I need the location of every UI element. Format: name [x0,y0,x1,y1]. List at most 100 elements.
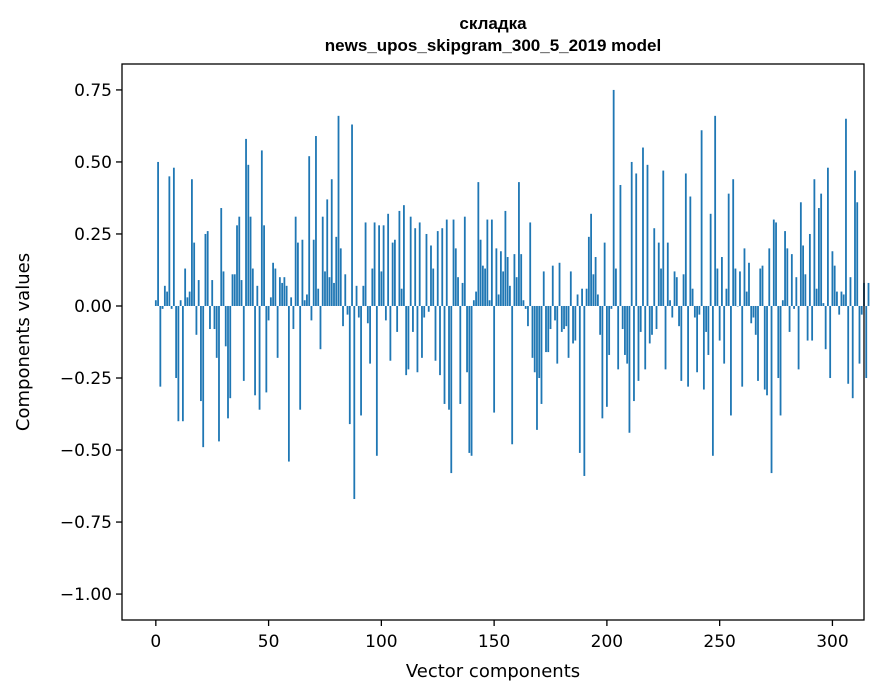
bar-268 [759,268,762,306]
bar-263 [748,262,750,306]
bar-81 [337,115,340,306]
bar-122 [430,245,432,306]
bar-308 [849,277,852,306]
bar-218 [646,164,649,306]
bar-115 [414,228,417,306]
bar-219 [648,305,651,344]
bar-105 [391,242,394,306]
bar-176 [551,265,554,306]
bar-16 [191,179,193,306]
bar-260 [741,305,744,387]
bar-205 [617,305,620,370]
bar-125 [436,231,439,306]
bar-266 [754,305,757,335]
bar-8 [172,167,175,306]
bar-178 [556,305,559,364]
bar-60 [290,297,293,306]
bar-6 [168,176,171,306]
y-axis-ticks: 0.75 0.50 0.25 0.00 −0.25 −0.50 −0.75 −1.00 [60,81,122,605]
bar-196 [596,294,599,306]
bar-193 [590,213,592,306]
bar-84 [344,274,347,306]
bar-79 [333,282,335,306]
bar-156 [506,257,509,306]
bar-14 [186,297,189,306]
bar-76 [326,199,329,306]
y-tick-label: 0.75 [74,81,112,101]
bar-163 [522,300,525,306]
bar-62 [294,216,297,306]
bar-70 [312,239,315,306]
bar-296 [822,303,825,306]
bar-261 [743,248,746,306]
bar-43 [251,268,254,306]
bar-49 [265,305,268,393]
bar-106 [393,239,396,306]
bar-136 [461,282,464,306]
bar-186 [574,305,577,341]
bar-21 [202,305,205,448]
bar-289 [806,305,809,341]
bar-188 [578,305,581,453]
bar-26 [213,305,216,330]
y-tick-label: 0.25 [74,225,112,245]
bar-262 [745,291,748,306]
bar-166 [529,222,532,306]
bar-72 [317,288,320,306]
bar-98 [375,305,378,456]
bar-179 [558,262,561,306]
bar-307 [847,305,850,384]
bar-119 [423,305,426,318]
bar-221 [653,228,656,306]
bar-310 [854,170,856,306]
bar-42 [249,216,252,306]
bar-48 [263,225,265,306]
y-tick-label: 0.00 [74,297,112,317]
bar-28 [218,305,220,442]
bar-228 [669,300,671,306]
plot-frame [121,63,865,621]
bar-273 [770,305,773,474]
bar-291 [811,305,814,341]
bar-271 [766,305,768,396]
x-tick-label: 250 [703,632,735,652]
bar-276 [777,305,780,379]
bar-191 [585,288,588,306]
bar-33 [229,305,232,399]
bar-112 [407,305,410,370]
bar-147 [486,219,489,306]
bar-27 [215,305,218,358]
bar-167 [531,305,534,358]
bar-187 [576,294,579,306]
bar-168 [533,305,536,373]
bar-315 [865,305,868,379]
bar-189 [581,288,583,306]
bar-54 [276,305,279,358]
bar-144 [479,239,482,306]
bar-159 [513,254,516,306]
bar-246 [709,213,712,306]
bar-204 [615,268,617,306]
bar-11 [179,300,182,306]
bar-239 [693,305,696,318]
bar-90 [357,305,360,318]
bar-302 [836,291,838,306]
bar-282 [790,254,793,306]
bar-89 [355,285,358,306]
bar-34 [231,274,234,306]
bar-170 [538,305,541,379]
bar-249 [716,268,719,306]
bar-245 [707,305,710,355]
bar-197 [599,305,602,335]
bar-50 [267,305,270,321]
bar-171 [540,305,543,404]
bar-177 [554,305,556,321]
y-tick-label: −0.75 [60,513,112,533]
bar-87 [351,124,353,306]
bar-306 [845,118,847,306]
bar-278 [781,300,784,306]
bar-316 [867,282,870,306]
bar-24 [209,305,211,330]
bar-78 [330,179,333,306]
